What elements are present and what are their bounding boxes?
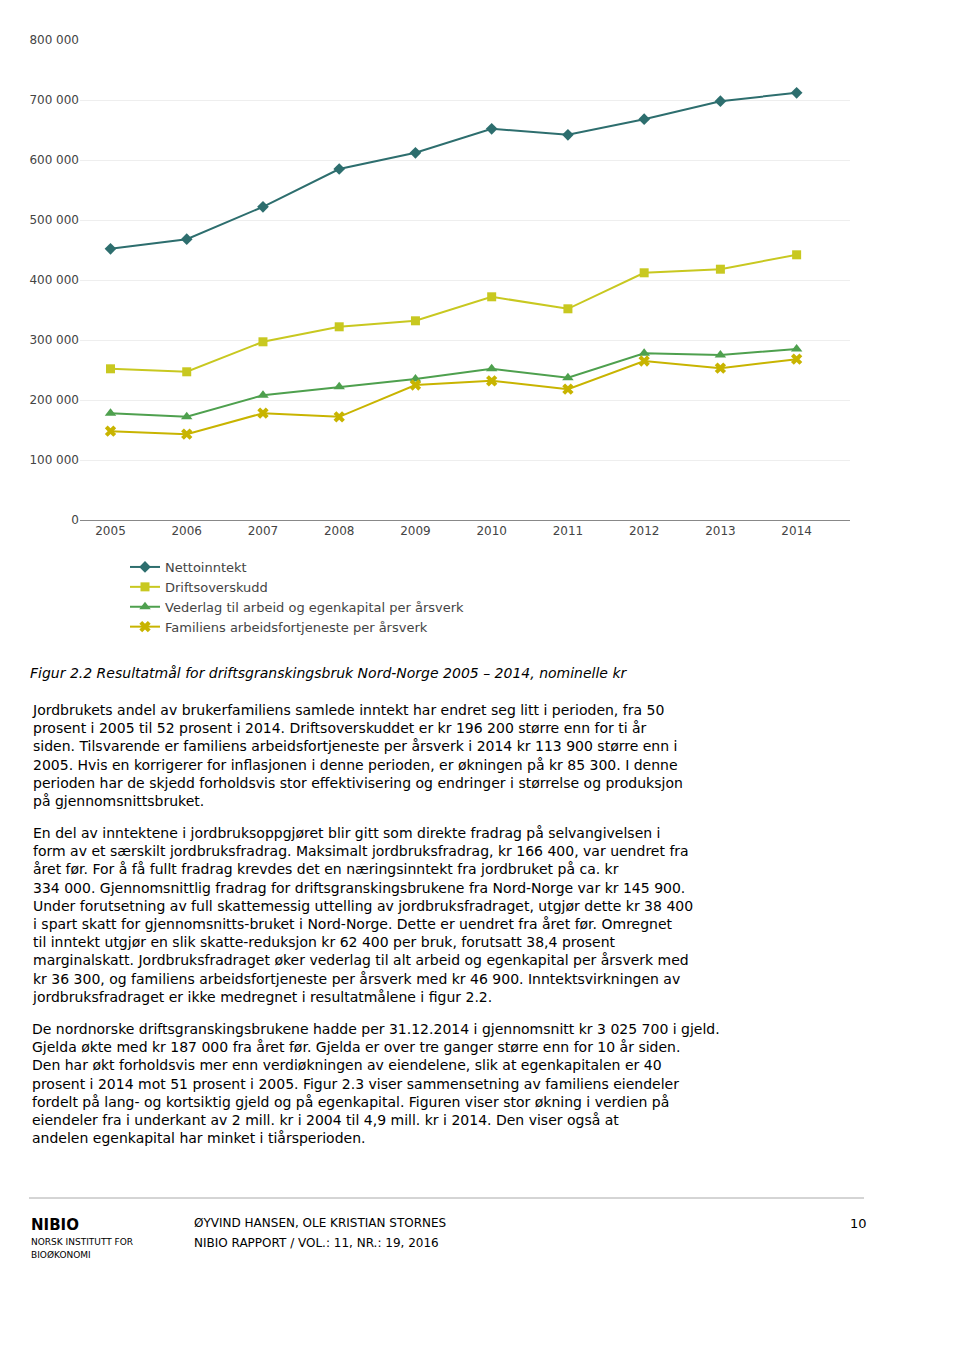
svg-text:NORSK INSTITUTT FOR: NORSK INSTITUTT FOR [31, 1237, 133, 1247]
svg-text:2009: 2009 [400, 524, 431, 538]
svg-text:400 000: 400 000 [29, 273, 79, 287]
svg-text:Figur 2.2 Resultatmål for drif: Figur 2.2 Resultatmål for driftsgranskin… [30, 665, 628, 681]
svg-text:700 000: 700 000 [29, 93, 79, 107]
svg-text:Familiens arbeidsfortjeneste p: Familiens arbeidsfortjeneste per årsverk [165, 620, 428, 635]
svg-text:NIBIO: NIBIO [31, 1216, 79, 1234]
svg-text:300 000: 300 000 [29, 333, 79, 347]
svg-text:200 000: 200 000 [29, 393, 79, 407]
svg-text:BIOØKONOMI: BIOØKONOMI [31, 1250, 91, 1260]
svg-text:NIBIO RAPPORT / VOL.: 11, NR.:: NIBIO RAPPORT / VOL.: 11, NR.: 19, 2016 [194, 1236, 439, 1250]
svg-text:100 000: 100 000 [29, 453, 79, 467]
svg-text:De nordnorske driftsgranskings: De nordnorske driftsgranskingsbrukene ha… [32, 1021, 720, 1146]
svg-text:Vederlag til arbeid og egenkap: Vederlag til arbeid og egenkapital per å… [165, 600, 464, 615]
svg-text:ØYVIND HANSEN, OLE KRISTIAN ST: ØYVIND HANSEN, OLE KRISTIAN STORNES [194, 1216, 446, 1230]
svg-text:2008: 2008 [324, 524, 355, 538]
svg-text:0: 0 [71, 513, 79, 527]
svg-text:2010: 2010 [476, 524, 507, 538]
svg-text:2006: 2006 [171, 524, 202, 538]
svg-text:Jordbrukets andel av brukerfam: Jordbrukets andel av brukerfamiliens sam… [32, 702, 683, 809]
svg-text:2012: 2012 [629, 524, 660, 538]
svg-text:2013: 2013 [705, 524, 736, 538]
svg-text:2005: 2005 [95, 524, 126, 538]
svg-text:600 000: 600 000 [29, 153, 79, 167]
svg-text:500 000: 500 000 [29, 213, 79, 227]
svg-text:Nettoinntekt: Nettoinntekt [165, 560, 247, 575]
svg-text:800 000: 800 000 [29, 33, 79, 47]
svg-text:10: 10 [850, 1216, 867, 1231]
svg-text:2014: 2014 [781, 524, 812, 538]
svg-text:2011: 2011 [553, 524, 584, 538]
svg-text:Driftsoverskudd: Driftsoverskudd [165, 580, 268, 595]
svg-text:2007: 2007 [248, 524, 279, 538]
svg-text:En del av inntektene i jordbru: En del av inntektene i jordbruksoppgjøre… [32, 825, 693, 1005]
